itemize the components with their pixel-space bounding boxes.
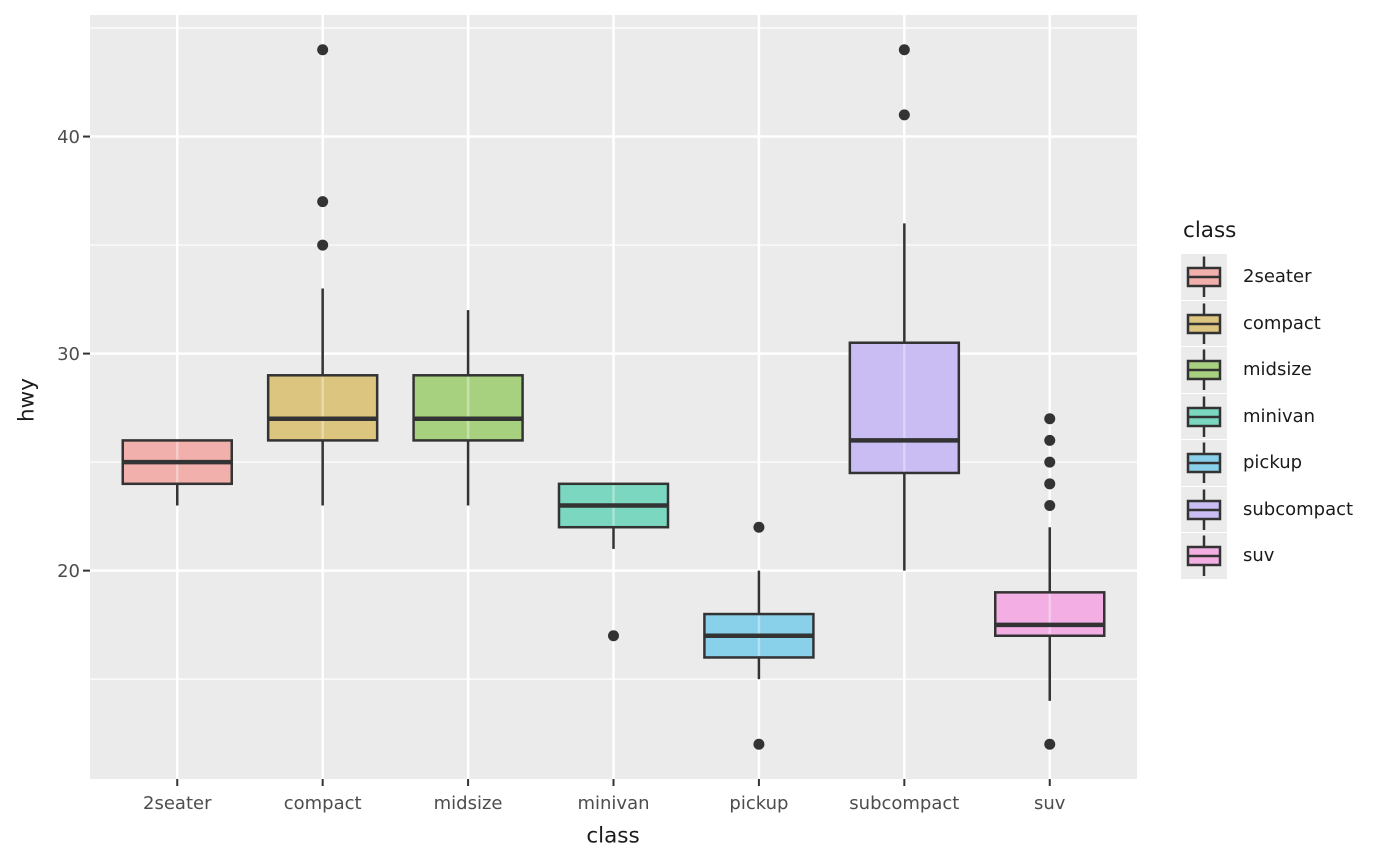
x-tick-label: minivan (577, 793, 649, 814)
y-tick-label: 30 (57, 344, 80, 365)
outlier-point (1044, 478, 1056, 490)
outlier-point (317, 239, 329, 251)
outlier-point (317, 44, 329, 56)
boxplot-minivan (557, 482, 670, 642)
legend-items: 2seater compact midsize minivan pickup subcom… (1181, 254, 1353, 579)
legend-item-compact: compact (1181, 300, 1353, 346)
outlier-point (317, 196, 329, 208)
outlier-point (898, 44, 910, 56)
iqr-box (412, 374, 524, 442)
outlier-point (1044, 456, 1056, 468)
outlier-point (1044, 434, 1056, 446)
legend-item-suv: suv (1181, 533, 1353, 579)
legend-item-subcompact: subcompact (1181, 486, 1354, 532)
legend-item-label: suv (1243, 545, 1275, 567)
iqr-box (848, 341, 961, 475)
boxplot-2seater (121, 439, 233, 506)
legend-item-label: compact (1243, 312, 1321, 334)
legend-item-midsize: midsize (1181, 347, 1353, 393)
outlier-point (898, 109, 910, 121)
outlier-point (753, 521, 765, 533)
legend-key-swatch (1181, 440, 1227, 486)
outlier-point (1044, 500, 1056, 512)
boxplot-midsize (412, 310, 524, 506)
legend-key-swatch (1181, 533, 1227, 579)
boxplot-glyph-icon (1186, 396, 1222, 437)
x-tick-label: midsize (434, 793, 503, 814)
boxplot-compact (266, 44, 379, 506)
legend-item-minivan: minivan (1181, 393, 1353, 439)
legend-key-swatch (1181, 393, 1227, 439)
y-tick-label: 20 (57, 561, 80, 582)
outlier-point (1044, 738, 1056, 750)
x-tick-label: subcompact (849, 793, 959, 814)
x-axis-title: class (586, 823, 640, 849)
boxplot-subcompact (848, 44, 961, 571)
iqr-box (994, 591, 1106, 637)
outlier-point (1044, 413, 1056, 425)
boxplot-glyph-icon (1186, 489, 1222, 530)
legend-key-swatch (1181, 486, 1227, 532)
legend-key-swatch (1181, 300, 1227, 346)
boxplot-glyph-icon (1186, 256, 1222, 297)
boxplot-pickup (703, 521, 815, 750)
y-tick-label: 40 (57, 127, 80, 148)
outlier-point (753, 738, 765, 750)
boxplot-glyph-icon (1186, 535, 1222, 576)
legend-item-label: subcompact (1243, 498, 1354, 520)
legend: class 2seater compact midsize minivan pickup… (1181, 218, 1353, 580)
x-tick-label: pickup (729, 793, 788, 814)
iqr-box (266, 374, 379, 442)
outlier-point (608, 630, 619, 642)
legend-key-swatch (1181, 254, 1227, 300)
boxplot-glyph-icon (1186, 442, 1222, 483)
legend-item-2seater: 2seater (1181, 254, 1353, 300)
x-tick-label: compact (284, 793, 362, 814)
boxplot-glyph-icon (1186, 303, 1222, 344)
legend-item-label: midsize (1243, 359, 1312, 381)
boxplot-glyph-icon (1186, 349, 1222, 390)
boxplot-suv (994, 413, 1106, 750)
legend-item-label: pickup (1243, 452, 1303, 474)
legend-item-label: minivan (1243, 405, 1316, 427)
legend-title: class (1183, 218, 1237, 243)
legend-item-pickup: pickup (1181, 440, 1353, 486)
x-tick-label: 2seater (143, 793, 212, 814)
x-tick-label: suv (1034, 793, 1066, 814)
legend-key-swatch (1181, 347, 1227, 393)
legend-item-label: 2seater (1243, 266, 1312, 288)
